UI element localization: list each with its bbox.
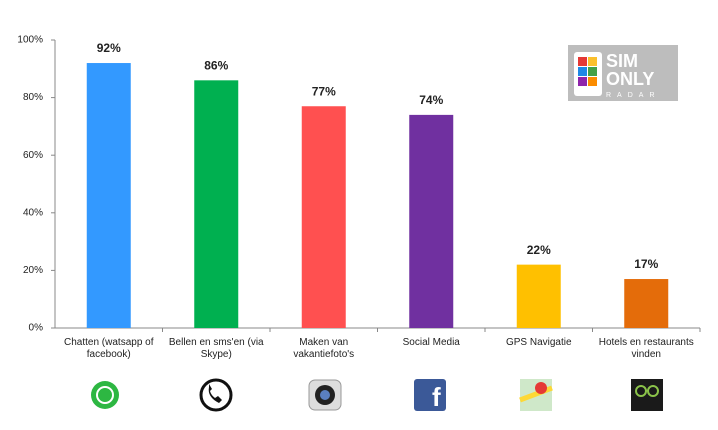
icon-tripadvisor-eye	[647, 385, 659, 397]
bar	[86, 63, 131, 328]
icon-maps-pin	[535, 382, 547, 394]
y-tick-label: 60%	[23, 150, 43, 161]
logo-tile	[578, 57, 587, 66]
y-tick-label: 80%	[23, 92, 43, 103]
icon-camera-glass	[320, 390, 330, 400]
value-label: 22%	[527, 243, 551, 257]
icon-tripadvisor-eye	[635, 385, 647, 397]
icon-phone	[199, 378, 233, 412]
logo-tile	[588, 57, 597, 66]
icons: f	[91, 378, 663, 412]
x-tick-label: GPS Navigatie	[505, 337, 572, 348]
x-tick-label: Hotels en restaurants vinden	[598, 337, 694, 360]
logo-tile	[588, 77, 597, 86]
value-label: 92%	[97, 41, 121, 55]
value-label: 77%	[312, 84, 336, 98]
logo-tile	[578, 67, 587, 76]
y-tick-label: 0%	[29, 323, 44, 334]
icon-whatsapp-inner	[96, 386, 114, 404]
value-label: 17%	[634, 257, 658, 271]
icon-maps-road	[519, 385, 553, 403]
bar	[624, 279, 669, 328]
icon-phone-handset	[208, 384, 222, 403]
y-tick-label: 40%	[23, 207, 43, 218]
x-tick-label: Maken van vakantiefoto's	[293, 337, 355, 360]
bar	[301, 106, 346, 329]
logo-text: RADAR	[606, 92, 661, 99]
logo-text: SIM	[606, 51, 638, 71]
icon-facebook	[414, 379, 446, 411]
icon-tripadvisor	[631, 379, 663, 411]
logo: SIM ONLY RADAR	[568, 45, 678, 101]
bar	[194, 80, 239, 328]
icon-facebook-f: f	[432, 382, 441, 412]
logo-tile	[578, 77, 587, 86]
bar	[409, 114, 454, 328]
logo-tile	[588, 67, 597, 76]
bar	[516, 264, 561, 328]
icon-whatsapp	[91, 381, 119, 409]
value-label: 74%	[419, 93, 443, 107]
logo-text: ONLY	[606, 69, 654, 89]
x-tick-label: Chatten (watsapp of facebook)	[64, 337, 154, 360]
x-tick-label: Bellen en sms'en (via Skype)	[168, 337, 264, 360]
y-tick-label: 20%	[23, 265, 43, 276]
x-tick-label: Social Media	[402, 337, 460, 348]
value-label: 86%	[204, 58, 228, 72]
y-tick-label: 100%	[17, 35, 43, 46]
